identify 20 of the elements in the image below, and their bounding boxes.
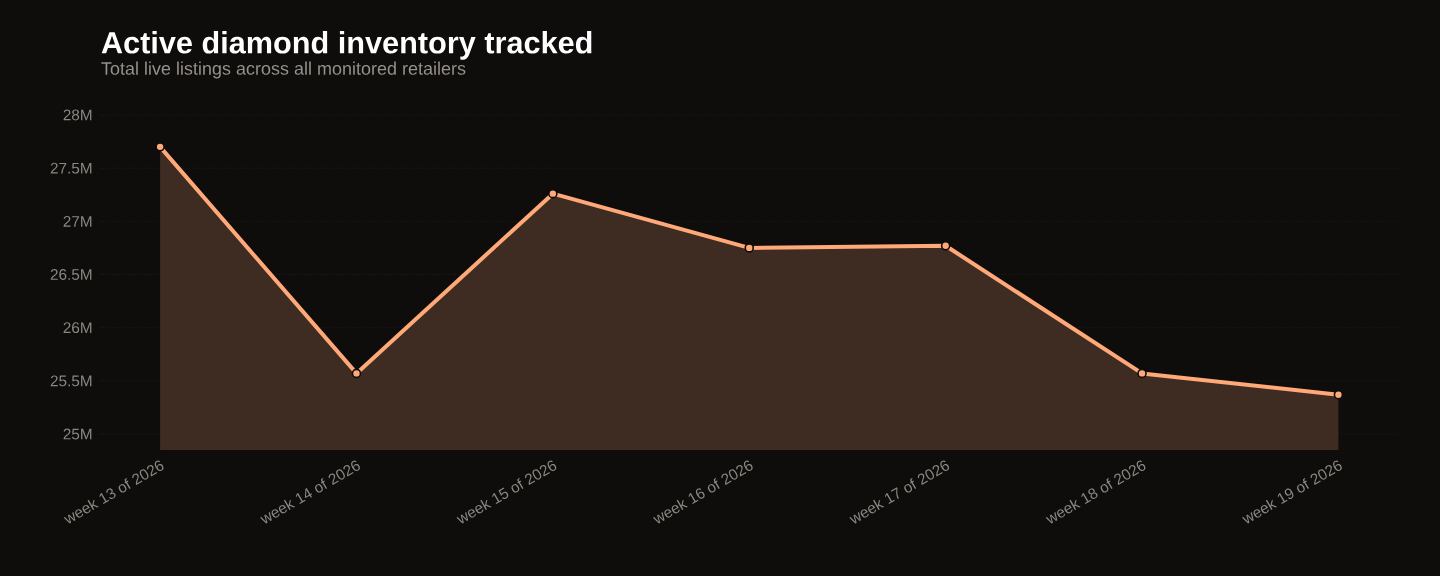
chart-subtitle: Total live listings across all monitored retailers [101,61,466,79]
y-tick-label: 26M [63,322,92,334]
y-tick-label: 26.5M [50,269,92,280]
x-tick-label: week 19 of 2026 [1242,460,1342,524]
y-tick-label: 27M [63,215,92,227]
x-tick-label: week 18 of 2026 [1045,460,1146,524]
x-tick-label: week 16 of 2026 [652,460,753,524]
y-tick-label: 25.5M [50,375,92,387]
x-tick-label: week 14 of 2026 [260,460,360,524]
point [744,243,755,253]
x-tick-label: week 13 of 2026 [63,460,164,524]
chart-title: Active diamond inventory tracked [101,31,592,60]
x-tick-label: week 15 of 2026 [456,460,557,524]
point [351,368,362,379]
y-tick-label: 27.5M [50,162,92,174]
y-tick-label: 25M [63,428,92,440]
point [1137,368,1147,379]
x-tick-label: week 17 of 2026 [849,460,950,524]
point [155,142,165,152]
y-tick-label: 28M [63,109,92,121]
